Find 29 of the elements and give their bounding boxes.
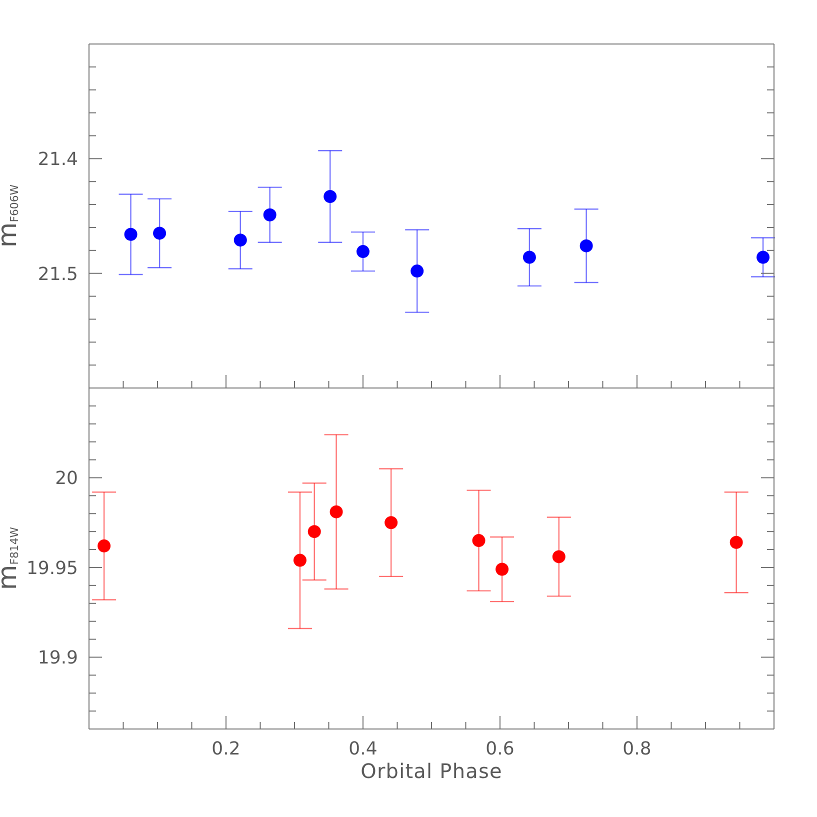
point (496, 562, 509, 576)
point (410, 264, 424, 278)
point (330, 505, 343, 518)
y-tick-label: 19.95 (26, 558, 78, 579)
point (234, 234, 247, 247)
point (153, 226, 166, 240)
point (580, 239, 593, 252)
point (263, 208, 276, 222)
point (472, 534, 486, 548)
y-tick-label: 19.9 (38, 648, 78, 669)
x-axis-title: Orbital Phase (360, 759, 502, 783)
y-tick-label: 21.4 (38, 149, 78, 170)
point (356, 245, 370, 258)
point (293, 554, 306, 567)
point (552, 550, 566, 564)
point (384, 516, 398, 530)
point (522, 250, 536, 264)
point (756, 250, 770, 264)
point (730, 536, 743, 549)
point (124, 228, 138, 241)
x-tick-label: 0.8 (622, 738, 652, 760)
point (324, 190, 337, 204)
x-tick-label: 0.6 (486, 738, 514, 760)
x-tick-label: 0.2 (212, 738, 240, 760)
y-tick-label: 21.5 (38, 264, 78, 285)
point (98, 539, 111, 552)
x-tick-label: 0.4 (348, 738, 378, 760)
y-tick-label: 20 (55, 468, 78, 490)
point (308, 525, 321, 538)
